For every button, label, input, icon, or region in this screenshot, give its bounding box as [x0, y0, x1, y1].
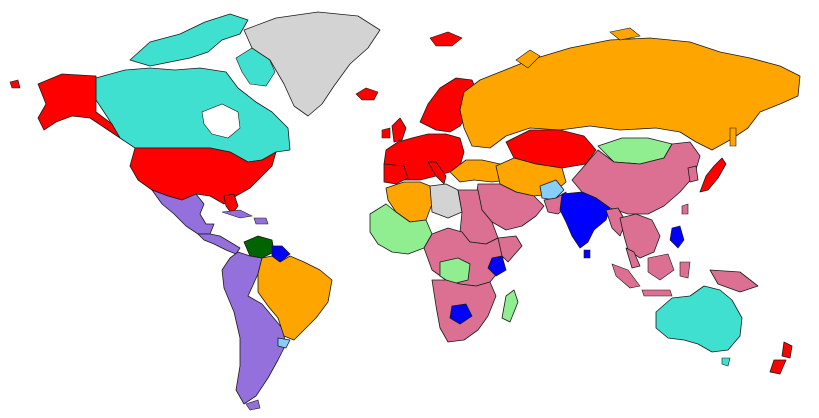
uruguay: [277, 337, 291, 349]
new-zealand-south: [769, 359, 787, 375]
sulawesi: [679, 261, 691, 279]
cuba: [221, 209, 253, 219]
severnaya-zemlya: [609, 27, 641, 41]
italy: [427, 161, 447, 185]
india: [559, 191, 611, 249]
brazil: [257, 255, 333, 341]
guyana: [271, 245, 291, 263]
iceland: [355, 87, 379, 101]
mexico: [151, 189, 215, 235]
malay-peninsula: [625, 247, 641, 269]
new-zealand-north: [781, 341, 793, 359]
hawaii: [9, 79, 21, 89]
algeria: [385, 181, 433, 223]
hudson-bay: [201, 103, 241, 139]
tierra-del-fuego: [245, 399, 261, 411]
japan: [699, 157, 727, 193]
united-kingdom: [391, 117, 407, 143]
philippines: [669, 225, 685, 249]
afghanistan: [539, 179, 565, 201]
sri-lanka: [583, 249, 591, 259]
alaska: [37, 73, 121, 139]
kenya: [487, 255, 507, 277]
madagascar: [501, 289, 519, 323]
central-america: [197, 233, 241, 255]
korea: [687, 165, 699, 183]
iberia: [383, 163, 409, 185]
australia: [655, 285, 743, 353]
horn-of-africa: [497, 235, 523, 263]
southeast-asia: [619, 213, 661, 259]
greenland: [243, 11, 381, 117]
ireland: [381, 127, 391, 139]
florida: [223, 193, 239, 215]
sakhalin: [729, 127, 737, 147]
venezuela: [243, 235, 275, 259]
svalbard: [429, 31, 463, 47]
taiwan: [681, 203, 689, 215]
tasmania: [721, 357, 731, 367]
zimbabwe: [449, 303, 473, 325]
borneo: [647, 253, 675, 281]
andes: [221, 251, 287, 405]
canada-arctic-islands: [129, 13, 249, 67]
hispaniola: [253, 217, 269, 225]
drc: [439, 257, 471, 285]
new-guinea: [709, 269, 759, 293]
java: [641, 289, 673, 297]
sumatra: [611, 263, 641, 289]
novaya-zemlya: [515, 49, 541, 69]
libya: [429, 183, 463, 219]
russia: [459, 37, 801, 151]
